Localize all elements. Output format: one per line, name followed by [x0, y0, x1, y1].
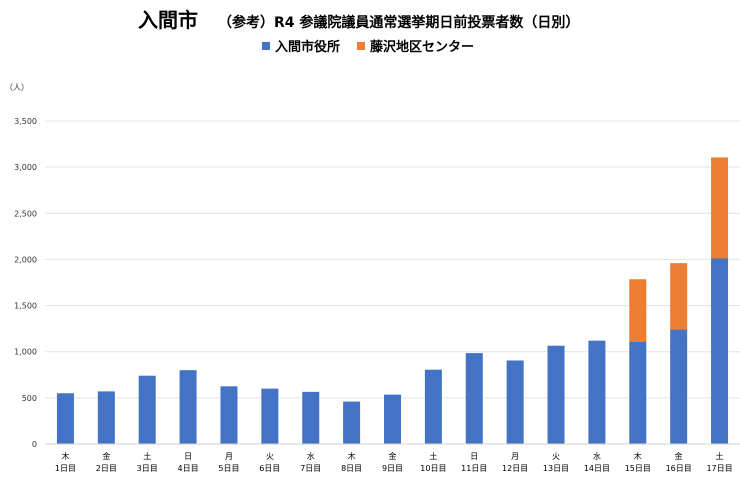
y-tick-label: 0: [32, 440, 37, 449]
x-tick-day: 1日目: [55, 464, 76, 473]
x-tick-day: 3日目: [137, 464, 158, 473]
bar-series-0-15: [629, 342, 647, 444]
x-tick-day: 10日目: [420, 464, 446, 473]
legend-label-series-1: 藤沢地区センター: [370, 39, 474, 55]
y-tick-label: 1,000: [14, 348, 37, 357]
x-tick-day: 13日目: [543, 464, 569, 473]
legend-swatch-series-1: [357, 42, 365, 50]
bar-series-0-14: [588, 340, 606, 444]
x-tick-day: 14日目: [584, 464, 610, 473]
bar-series-0-6: [261, 388, 279, 444]
x-tick-day: 4日目: [178, 464, 199, 473]
x-tick-weekday: 金: [102, 451, 110, 461]
y-tick-label: 2,500: [14, 209, 37, 218]
x-tick-day: 16日目: [666, 464, 692, 473]
x-tick-day: 2日目: [96, 464, 117, 473]
bar-series-0-1: [56, 393, 74, 444]
bar-series-0-7: [302, 391, 320, 444]
bar-series-0-10: [424, 369, 442, 444]
y-axis-ticks: 0 500 1,000 1,500 2,000 2,500 3,000 3,500: [14, 117, 37, 449]
x-tick-weekday: 火: [552, 452, 560, 461]
x-tick-weekday: 日: [470, 452, 478, 461]
bar-series-0-2: [97, 391, 115, 444]
bars: [56, 157, 729, 444]
chart-subtitle: （参考）R4 参議院議員通常選挙期日前投票者数（日別）: [218, 14, 579, 31]
bar-series-1-15: [629, 279, 647, 343]
x-tick-day: 8日目: [341, 464, 362, 473]
x-axis-ticks: 木 1日目 金 2日目 土 3日目 日 4日目 月 5日目 火 6日目 水 7日目 木 8日目 金 9日目 土 10日…: [55, 451, 733, 473]
bar-series-0-3: [138, 375, 156, 444]
x-tick-weekday: 木: [348, 451, 356, 461]
bar-series-0-5: [220, 386, 238, 444]
bar-series-0-16: [670, 329, 688, 444]
x-tick-weekday: 水: [307, 451, 315, 461]
legend-label-series-0: 入間市役所: [275, 39, 340, 55]
x-tick-day: 11日目: [461, 464, 487, 473]
y-tick-label: 3,000: [14, 163, 37, 172]
x-tick-weekday: 金: [675, 451, 683, 461]
x-tick-weekday: 土: [716, 451, 724, 461]
x-tick-weekday: 木: [61, 451, 69, 461]
x-tick-day: 12日目: [502, 464, 528, 473]
x-tick-day: 6日目: [259, 464, 280, 473]
bar-series-0-9: [384, 394, 401, 444]
x-tick-weekday: 火: [266, 452, 274, 461]
x-tick-day: 9日目: [382, 464, 403, 473]
legend-swatch-series-0: [262, 42, 270, 50]
x-tick-weekday: 金: [389, 451, 397, 461]
y-tick-label: 3,500: [14, 117, 37, 126]
bar-series-0-11: [465, 353, 483, 444]
y-tick-label: 2,000: [14, 255, 37, 264]
x-tick-day: 7日目: [300, 464, 321, 473]
x-tick-day: 5日目: [218, 464, 239, 473]
y-tick-label: 500: [22, 394, 37, 403]
bar-series-0-13: [547, 345, 565, 444]
x-tick-weekday: 土: [429, 451, 437, 461]
bar-series-0-4: [179, 370, 197, 444]
bar-series-0-17: [711, 258, 729, 444]
bar-series-0-12: [506, 360, 524, 444]
chart-title: 入間市: [138, 8, 198, 32]
x-tick-weekday: 日: [184, 452, 192, 461]
x-tick-weekday: 水: [593, 451, 601, 461]
x-tick-day: 17日目: [706, 464, 732, 473]
x-tick-weekday: 月: [511, 452, 519, 461]
x-tick-weekday: 木: [634, 451, 642, 461]
x-tick-weekday: 月: [225, 452, 233, 461]
y-tick-label: 1,500: [14, 302, 37, 311]
bar-series-0-8: [343, 401, 361, 444]
bar-series-1-17: [711, 157, 729, 259]
legend: 入間市役所 藤沢地区センター: [262, 39, 474, 55]
x-tick-weekday: 土: [143, 451, 151, 461]
gridlines: [45, 120, 740, 399]
bar-series-1-16: [670, 263, 688, 330]
y-axis-label: （人）: [5, 83, 29, 92]
x-tick-day: 15日目: [625, 464, 651, 473]
